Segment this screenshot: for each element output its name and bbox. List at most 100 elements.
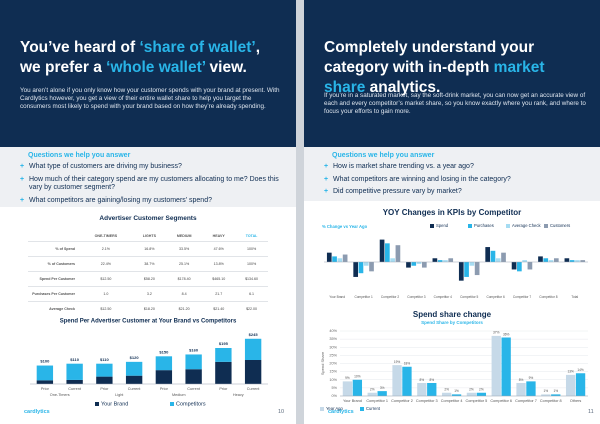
value-label: 37% [493, 331, 500, 335]
legend-label: Your Brand [101, 401, 128, 407]
x-tick-label: Your Brand [329, 295, 345, 299]
x-tick-label: Competitor 8 [539, 295, 557, 299]
bar-segment [215, 361, 232, 384]
legend-swatch [170, 402, 174, 406]
total-label: $160 [189, 348, 199, 353]
x-tick-label: Others [570, 399, 581, 403]
x-tick-label: Competitor 5 [460, 295, 478, 299]
bar [443, 260, 448, 262]
total-label: $245 [249, 332, 259, 337]
bar [395, 245, 401, 262]
bar [402, 366, 412, 396]
bar [474, 262, 480, 276]
title-part: You’ve heard of [20, 39, 140, 56]
value-label: 2% [479, 388, 484, 392]
y-tick-label: 10% [329, 378, 337, 382]
bar [553, 258, 559, 262]
bar [501, 252, 506, 262]
total-label: $120 [130, 355, 140, 360]
bar [377, 391, 387, 396]
value-label: 13% [567, 370, 574, 374]
bar [421, 262, 427, 268]
question: What competitors are winning and losing … [324, 176, 586, 185]
value-label: 8% [519, 378, 524, 382]
cell: 38.7% [132, 256, 167, 272]
bar [390, 258, 395, 262]
value-label: 9% [529, 376, 534, 380]
bar-segment [66, 363, 83, 380]
bar [575, 373, 586, 396]
bar [495, 258, 501, 262]
legend-label: Year Ago [326, 406, 344, 411]
bar [580, 260, 586, 262]
bar-segment [185, 369, 202, 384]
title-part: view. [205, 59, 247, 76]
row-label: % of Customers [28, 256, 79, 272]
value-label: 1% [454, 389, 459, 393]
body-text: You aren’t alone if you only know how yo… [20, 87, 280, 111]
legend-label: Spend [436, 223, 449, 228]
bar [490, 250, 496, 262]
column-header: TOTAL [245, 234, 258, 238]
cell: 100% [235, 241, 268, 257]
bar [511, 262, 517, 270]
x-tick-label: Competitor 7 [515, 399, 537, 403]
bar [569, 260, 575, 262]
y-tick-label: 35% [329, 337, 337, 341]
cell: 1.0 [79, 286, 133, 302]
bar-segment [244, 338, 262, 360]
cell: 3.2 [132, 286, 167, 302]
bar [541, 394, 551, 396]
question-list: What type of customers are driving my bu… [20, 163, 282, 209]
bar [464, 262, 469, 277]
table-row: Purchases Per Customer 1.0 3.2 8.4 21.7 6.1 [28, 286, 268, 302]
column-header: ONE-TIMERS [94, 234, 118, 238]
page-title: Completely understand your category with… [324, 38, 586, 98]
total-label: $195 [219, 341, 229, 346]
column-header: MEDIUM [176, 234, 192, 238]
legend-swatch [430, 224, 434, 228]
bar [575, 260, 580, 262]
x-tick-label: Competitor 2 [381, 295, 399, 299]
title-part: analytics. [365, 79, 441, 96]
table-header: ONE-TIMERS LIGHTS MEDIUM HEAVY TOTAL [28, 231, 268, 242]
cell: $178.40 [166, 271, 203, 287]
group-label: Medium [172, 393, 186, 397]
bar [411, 262, 417, 266]
bar [527, 262, 533, 270]
y-tick-label: 0% [332, 394, 338, 398]
bar [342, 254, 348, 262]
cell: 8.4 [166, 286, 203, 302]
x-tick-label: Competitor 3 [416, 399, 438, 403]
legend-label: Average Check [512, 223, 541, 228]
x-tick-label: Current [68, 387, 82, 391]
bar-segment [244, 360, 262, 384]
bar [538, 256, 543, 262]
legend-label: Purchases [474, 223, 494, 228]
table-row: % of Customers 22.4% 38.7% 25.1% 13.8% 100% [28, 256, 268, 272]
bar [516, 383, 526, 396]
bar-segment [125, 361, 143, 376]
bar [369, 262, 374, 272]
bar-segment [96, 376, 113, 384]
total-label: $100 [40, 359, 50, 364]
legend-swatch [95, 402, 99, 406]
bar [358, 262, 364, 274]
cell: 16.8% [132, 241, 167, 257]
x-tick-label: Your Brand [343, 399, 362, 403]
x-tick-label: Competitor 6 [486, 295, 504, 299]
bar [522, 260, 527, 262]
legend-swatch [468, 224, 472, 228]
bar [427, 383, 437, 396]
cell: $21.40 [202, 301, 236, 316]
cell: $12.50 [79, 271, 133, 287]
x-tick-label: Prior [219, 387, 228, 391]
value-label: 36% [503, 332, 510, 336]
question: Did competitive pressure vary by market? [324, 188, 586, 197]
bar [548, 260, 554, 262]
bar [551, 394, 561, 396]
bar [485, 247, 491, 262]
bar [379, 239, 385, 262]
bar [526, 381, 536, 396]
